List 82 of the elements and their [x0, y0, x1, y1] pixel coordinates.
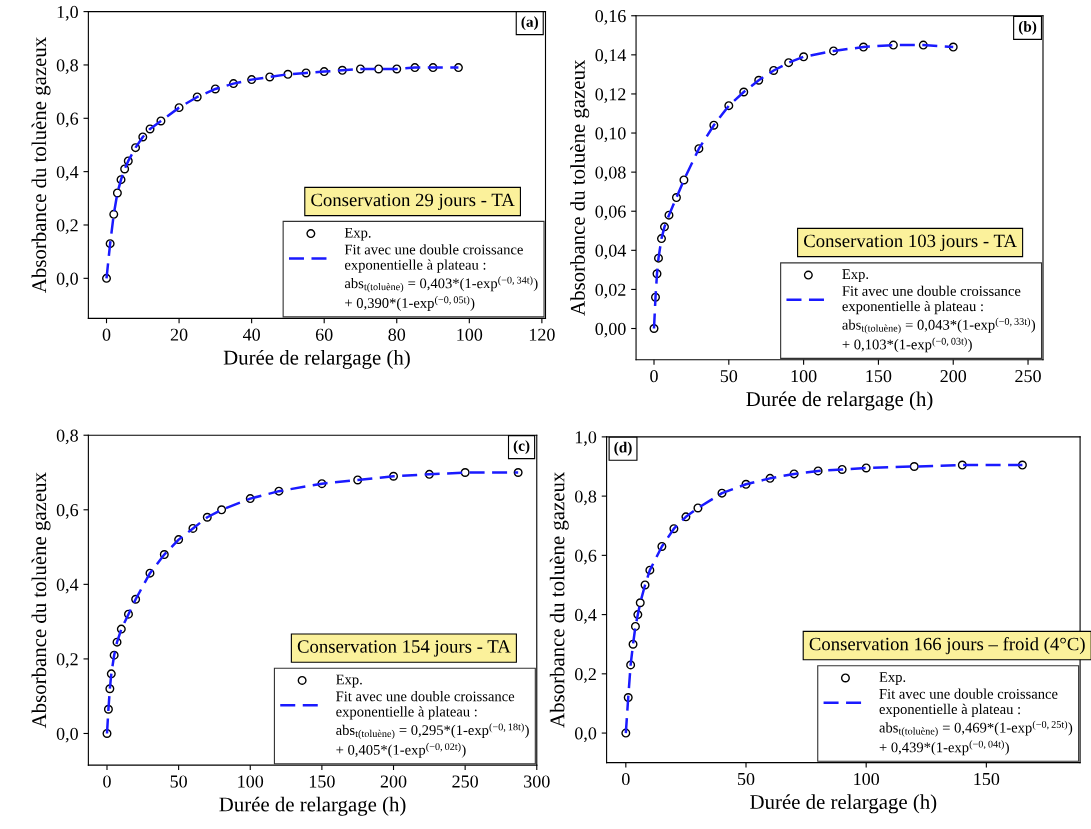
annotation: + 0,405*(1-exp$^{(−0,02t)}$): [336, 742, 466, 758]
x-tick-label: 200: [380, 775, 407, 788]
y-tick-label: 0,8: [56, 429, 78, 445]
annotation: abs$_{t(toluène)}$ = 0,295*(1-exp$^{(−0,18t)}$): [336, 723, 529, 740]
annotation: abs$_{t(toluène)}$ = 0,403*(1-exp$^{(−0,34t)}$): [344, 276, 538, 293]
x-tick-label: 50: [170, 775, 187, 788]
legend-label: Fit avec une double croissance exponentielle à plateau :: [879, 688, 1058, 718]
y-tick-label: 0,2: [56, 219, 78, 235]
y-tick-label: 0,16: [595, 10, 626, 25]
x-tick-label: 100: [791, 370, 817, 383]
x-tick-label: 50: [738, 772, 755, 786]
x-tick-label: 0: [650, 370, 658, 383]
y-tick-label: 0,2: [56, 653, 78, 668]
chart-title: (a): [521, 16, 538, 31]
legend-label: Exp.: [344, 227, 371, 241]
y-tick-label: 1,0: [57, 5, 78, 21]
x-tick-label: 200: [940, 370, 967, 383]
legend-label: Fit avec une double croissance exponentielle à plateau :: [336, 691, 515, 720]
y-tick-label: 0,08: [595, 166, 626, 182]
x-tick-label: 100: [457, 328, 483, 341]
y-tick-label: 0,02: [595, 283, 626, 299]
y-tick-label: 0,8: [56, 59, 78, 74]
x-tick-label: 150: [866, 370, 892, 383]
legend-label: Exp.: [879, 672, 906, 685]
y-tick-label: 0,10: [595, 127, 626, 143]
y-tick-label: 0,00: [595, 322, 626, 338]
legend-title: Conservation 103 jours - TA: [803, 234, 1017, 252]
x-tick-label: 300: [524, 775, 550, 788]
y-tick-label: 0,0: [56, 272, 78, 288]
x-tick-label: 20: [170, 328, 188, 341]
x-tick-label: 0: [622, 772, 630, 786]
chart-title: (c): [513, 440, 530, 455]
y-tick-label: 0,6: [56, 504, 79, 519]
y-tick-label: 0,8: [574, 490, 597, 506]
legend-label: Exp.: [336, 674, 362, 688]
x-axis-title: Durée de relargage (h): [223, 349, 410, 369]
legend-title: Conservation 154 jours - TA: [297, 640, 511, 657]
annotation: + 0,439*(1-exp$^{(−0,04t)}$): [879, 740, 1009, 756]
legend-title: Conservation 29 jours - TA: [311, 193, 515, 211]
x-tick-label: 150: [309, 775, 335, 788]
x-tick-label: 80: [388, 328, 406, 341]
y-tick-label: 0,2: [574, 668, 596, 683]
x-axis-title: Durée de relargage (h): [750, 794, 937, 814]
y-tick-label: 0,4: [56, 165, 79, 181]
y-tick-label: 0,4: [56, 578, 79, 594]
x-tick-label: 250: [1015, 370, 1041, 383]
x-axis-title: Durée de relargage (h): [746, 391, 933, 411]
y-tick-label: 0,6: [574, 549, 597, 565]
x-tick-label: 100: [238, 775, 264, 788]
y-axis-title: Absorbance du toluène gazeux: [570, 59, 590, 316]
x-tick-label: 120: [529, 328, 555, 341]
legend-title: Conservation 166 jours – froid (4°C): [809, 636, 1085, 655]
annotation: + 0,103*(1-exp$^{(−0,03t)}$): [842, 337, 972, 353]
x-tick-label: 100: [854, 772, 880, 786]
x-axis-title: Durée de relargage (h): [219, 796, 406, 816]
x-tick-label: 40: [242, 328, 260, 341]
y-tick-label: 0,14: [595, 49, 627, 64]
x-tick-label: 0: [102, 328, 111, 341]
y-tick-label: 1,0: [575, 431, 597, 446]
x-tick-label: 0: [103, 775, 111, 788]
x-tick-label: 50: [720, 370, 738, 383]
y-tick-label: 0,04: [595, 244, 627, 260]
legend-label: Fit avec une double croissance exponentielle à plateau :: [344, 244, 523, 273]
annotation: abs$_{t(toluène)}$ = 0,043*(1-exp$^{(−0,33t)}$): [842, 317, 1036, 334]
y-axis-title: Absorbance du toluène gazeux: [31, 472, 51, 729]
chart-title: (b): [1018, 20, 1037, 35]
x-tick-label: 150: [974, 772, 1000, 786]
chart-title: (d): [614, 441, 632, 456]
y-tick-label: 0,4: [574, 608, 597, 624]
annotation: + 0,390*(1-exp$^{(−0,05t)}$): [345, 296, 475, 311]
y-tick-label: 0,06: [595, 205, 626, 221]
y-tick-label: 0,0: [574, 727, 597, 743]
annotation: abs$_{t(toluène)}$ = 0,469*(1-exp$^{(−0,25t)}$): [879, 720, 1073, 737]
legend-label: Fit avec une double croissance exponentielle à plateau :: [842, 285, 1021, 315]
y-tick-label: 0,0: [56, 727, 78, 743]
x-tick-label: 250: [452, 775, 478, 788]
legend-label: Exp.: [842, 269, 869, 282]
y-axis-title: Absorbance du toluène gazeux: [31, 37, 51, 293]
y-tick-label: 0,6: [56, 112, 79, 128]
y-axis-title: Absorbance du toluène gazeux: [549, 471, 569, 728]
y-tick-label: 0,12: [595, 88, 626, 103]
x-tick-label: 60: [315, 328, 333, 341]
